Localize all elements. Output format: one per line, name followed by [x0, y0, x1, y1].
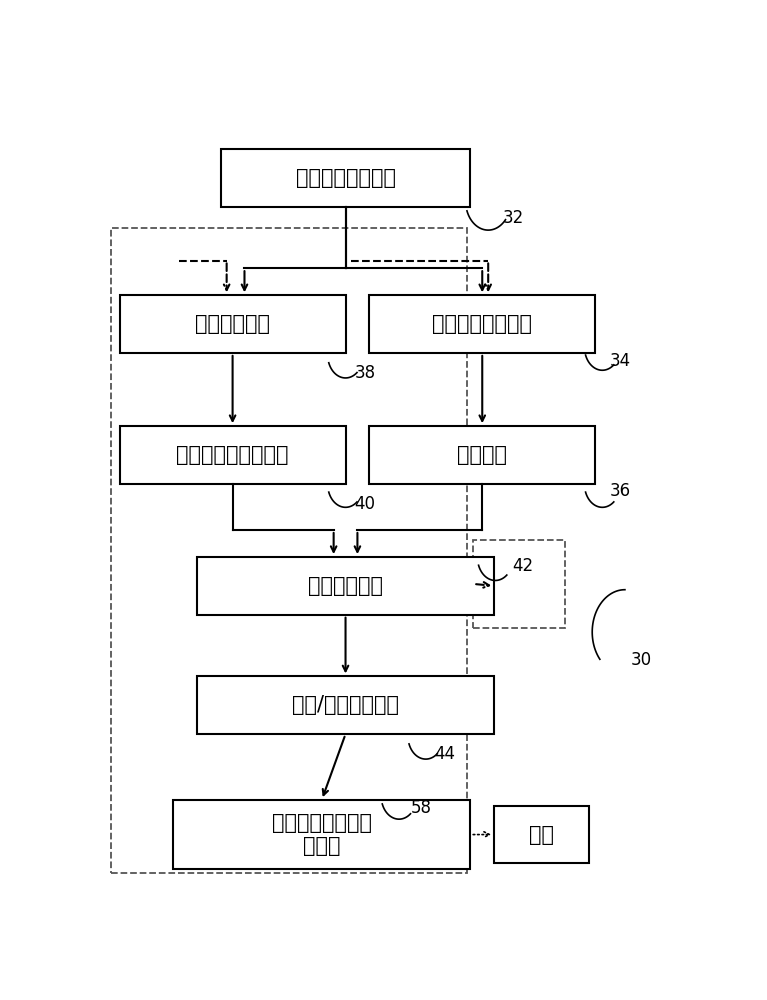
FancyBboxPatch shape: [173, 800, 470, 869]
Text: 42: 42: [512, 557, 533, 575]
Text: 获得环境信息: 获得环境信息: [195, 314, 270, 334]
Text: 加权/选择事件模型: 加权/选择事件模型: [292, 695, 399, 715]
FancyBboxPatch shape: [494, 806, 589, 863]
Text: 确定约束: 确定约束: [457, 445, 507, 465]
Bar: [473, 540, 565, 628]
Text: 34: 34: [610, 352, 631, 370]
Text: 量化环境条件的影响: 量化环境条件的影响: [176, 445, 289, 465]
FancyBboxPatch shape: [221, 149, 470, 207]
Text: 58: 58: [411, 799, 432, 817]
Text: 40: 40: [354, 495, 376, 513]
FancyBboxPatch shape: [120, 426, 346, 484]
Text: 32: 32: [503, 209, 525, 227]
FancyBboxPatch shape: [197, 557, 494, 615]
Text: 结束: 结束: [529, 825, 555, 845]
FancyBboxPatch shape: [120, 295, 346, 353]
FancyBboxPatch shape: [197, 676, 494, 734]
Text: 36: 36: [610, 482, 631, 500]
FancyBboxPatch shape: [370, 295, 595, 353]
Text: 44: 44: [435, 745, 456, 763]
Text: 初始化模型的生成: 初始化模型的生成: [295, 168, 396, 188]
Text: 生成事件模型: 生成事件模型: [308, 576, 383, 596]
Bar: [110, 228, 467, 873]
Text: 把事件模型结合到
模型中: 把事件模型结合到 模型中: [272, 813, 372, 856]
Text: 30: 30: [631, 651, 652, 669]
Text: 获得局部调节数据: 获得局部调节数据: [433, 314, 532, 334]
FancyBboxPatch shape: [370, 426, 595, 484]
Text: 38: 38: [354, 364, 376, 382]
